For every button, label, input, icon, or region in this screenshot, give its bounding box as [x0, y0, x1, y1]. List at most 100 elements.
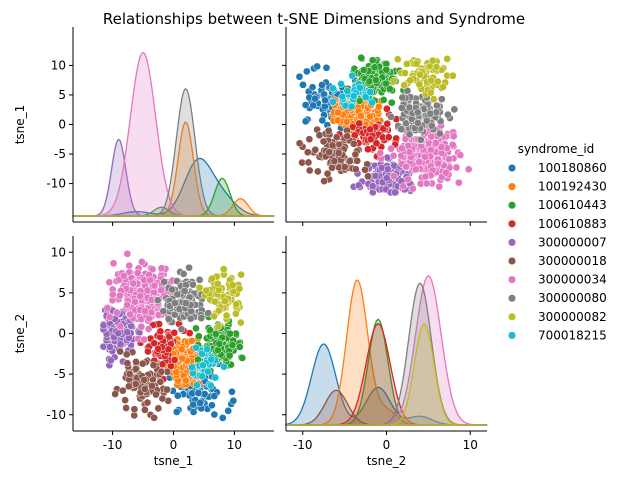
scatter-point — [399, 182, 408, 191]
scatter-point — [208, 401, 216, 410]
scatter-point — [222, 311, 231, 320]
legend-marker-300000082 — [507, 312, 517, 321]
scatter-point — [211, 330, 220, 338]
scatter-point — [428, 56, 437, 65]
scatter-point — [133, 269, 142, 277]
scatter-point — [295, 72, 304, 81]
scatter-point — [140, 385, 149, 393]
kde-panel-tsne_1 — [73, 51, 275, 217]
scatter-point — [364, 172, 372, 181]
scatter-point — [140, 376, 148, 384]
scatter-point — [304, 158, 313, 167]
scatter-point — [199, 361, 207, 370]
scatter-point — [405, 130, 414, 139]
scatter-series-300000080 — [153, 263, 216, 334]
scatter-point — [305, 135, 314, 144]
kde-panel-tsne_2 — [285, 275, 488, 426]
scatter-point — [188, 363, 196, 372]
scatter-point — [118, 386, 127, 395]
scatter-point — [154, 344, 163, 353]
scatter-point — [437, 95, 446, 104]
scatter-point — [171, 299, 179, 307]
scatter-point — [154, 404, 163, 413]
scatter-point — [404, 175, 412, 184]
scatter-point — [319, 137, 328, 146]
scatter-series-300000018-upper — [295, 125, 372, 185]
scatter-point — [182, 299, 190, 308]
scatter-point — [338, 92, 347, 101]
scatter-point — [413, 108, 422, 117]
scatter-point — [143, 398, 152, 407]
scatter-point — [189, 408, 198, 416]
x-tick-label: 0 — [383, 438, 391, 452]
scatter-point — [119, 271, 128, 280]
scatter-point — [132, 358, 140, 366]
scatter-point — [187, 337, 196, 345]
scatter-point — [138, 359, 147, 368]
legend-marker-100610443 — [507, 201, 517, 210]
scatter-point — [351, 165, 360, 174]
scatter-point — [203, 345, 211, 354]
scatter-point — [355, 119, 364, 128]
scatter-point — [122, 350, 131, 359]
scatter-point — [144, 347, 152, 356]
scatter-point — [330, 157, 339, 166]
scatter-point — [131, 380, 140, 388]
legend-marker-300000018 — [507, 256, 517, 266]
scatter-point — [397, 144, 406, 153]
scatter-series-100610443-upper — [344, 53, 408, 107]
scatter-point — [141, 307, 149, 315]
scatter-point — [109, 259, 118, 268]
scatter-point — [421, 172, 430, 181]
scatter-point — [195, 275, 204, 284]
scatter-point — [343, 132, 352, 141]
scatter-point — [144, 325, 153, 333]
y-axis-label-tsne_1: tsne_1 — [13, 105, 27, 145]
scatter-point — [444, 110, 452, 119]
scatter-point — [402, 162, 410, 171]
scatter-point — [351, 150, 360, 159]
x-axis-label-tsne_1: tsne_1 — [154, 454, 194, 468]
scatter-point — [232, 309, 240, 318]
scatter-point — [172, 408, 181, 416]
scatter-point — [411, 165, 420, 174]
x-tick-label: 0 — [170, 438, 178, 452]
scatter-point — [105, 313, 114, 322]
scatter-point — [181, 376, 190, 385]
scatter-point — [150, 339, 159, 348]
scatter-point — [228, 341, 237, 349]
kde-curve-300000080 — [73, 87, 274, 217]
scatter-point — [334, 149, 343, 157]
scatter-point — [148, 265, 157, 274]
scatter-point — [361, 93, 370, 101]
scatter-point — [448, 71, 457, 80]
scatter-point — [173, 391, 182, 400]
scatter-point — [315, 131, 324, 140]
scatter-point — [445, 155, 453, 164]
scatter-point — [302, 67, 311, 76]
scatter-point — [225, 351, 234, 360]
scatter-point — [390, 172, 398, 180]
scatter-point — [426, 88, 435, 97]
scatter-point — [372, 76, 380, 84]
scatter-point — [179, 270, 188, 278]
scatter-point — [435, 129, 444, 138]
legend: syndrome_id 100180860 100192430 100610443 10… — [507, 142, 607, 342]
scatter-point — [416, 135, 425, 144]
scatter-point — [337, 80, 345, 88]
scatter-point — [163, 385, 171, 394]
scatter-point — [349, 92, 358, 100]
scatter-point — [192, 324, 200, 333]
legend-title: syndrome_id — [518, 142, 595, 156]
scatter-point — [180, 287, 189, 295]
scatter-point — [295, 139, 304, 148]
legend-marker-100180860 — [507, 163, 517, 173]
scatter-point — [116, 322, 125, 331]
scatter-point — [421, 152, 429, 161]
scatter-point — [305, 166, 314, 175]
scatter-point — [130, 405, 139, 414]
scatter-point — [237, 270, 245, 279]
scatter-point — [206, 381, 215, 390]
scatter-point — [464, 165, 473, 174]
scatter-point — [224, 406, 233, 415]
